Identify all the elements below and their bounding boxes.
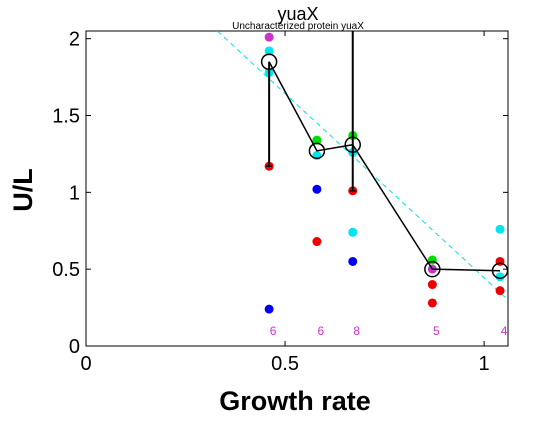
chart-subtitle: Uncharacterized protein yuaX: [232, 21, 364, 32]
y-tick-label: 0.5: [52, 259, 80, 281]
count-label: 6: [318, 324, 325, 338]
data-point: [495, 224, 505, 234]
data-point: [264, 32, 274, 42]
y-axis-label: U/L: [8, 168, 38, 212]
data-point: [264, 46, 274, 56]
x-tick-label: 1: [479, 353, 490, 375]
mean-line: [268, 61, 501, 272]
count-label: 8: [353, 324, 360, 338]
mean-marker: [424, 260, 441, 278]
x-tick-label: 0.5: [271, 353, 299, 375]
mean-marker: [344, 136, 361, 153]
mean-marker: [491, 262, 509, 279]
trend-line: [217, 31, 508, 301]
x-tick-label: 0: [80, 353, 91, 375]
y-tick-label: 0: [69, 336, 80, 358]
data-point: [312, 184, 322, 194]
data-point: [427, 298, 437, 308]
data-point: [264, 304, 274, 314]
data-point: [495, 286, 505, 296]
count-label: 6: [270, 324, 277, 338]
count-label: 5: [433, 324, 440, 338]
data-point: [495, 272, 505, 282]
x-axis-label: Growth rate: [219, 386, 371, 416]
data-point: [427, 280, 437, 290]
mean-marker: [308, 142, 326, 160]
count-label: 4: [501, 324, 508, 338]
data-point: [348, 227, 358, 237]
mean-marker: [260, 53, 278, 70]
data-point: [312, 135, 322, 145]
data-point: [312, 237, 322, 247]
data-point: [348, 256, 358, 266]
y-tick-label: 1: [69, 182, 80, 204]
y-tick-label: 2: [69, 29, 80, 51]
plot-frame: [85, 30, 509, 347]
chart-title: yuaX: [277, 4, 318, 24]
y-tick-label: 1.5: [52, 106, 80, 128]
